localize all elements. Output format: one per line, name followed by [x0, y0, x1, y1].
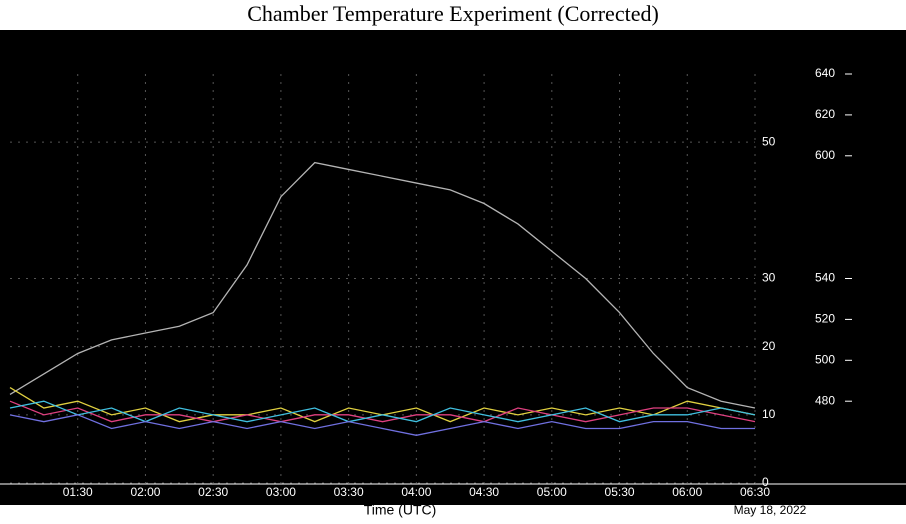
date-label: May 18, 2022: [734, 503, 807, 517]
chart-title: Chamber Temperature Experiment (Correcte…: [247, 1, 659, 26]
plot-background: [0, 30, 906, 505]
x-tick-label: 02:30: [198, 485, 228, 499]
x-tick-label: 06:30: [740, 485, 770, 499]
x-tick-label: 06:00: [672, 485, 702, 499]
y2-tick-label: 600: [815, 148, 835, 162]
x-tick-label: 04:00: [401, 485, 431, 499]
y-tick-label: 10: [762, 407, 776, 421]
x-tick-label: 03:00: [266, 485, 296, 499]
chart: Chamber Temperature Experiment (Correcte…: [0, 0, 906, 519]
y-tick-label: 30: [762, 271, 776, 285]
y2-tick-label: 520: [815, 312, 835, 326]
x-tick-label: 04:30: [469, 485, 499, 499]
y-tick-label: 50: [762, 134, 776, 148]
x-tick-label: 05:00: [537, 485, 567, 499]
x-tick-label: 01:30: [63, 485, 93, 499]
x-tick-label: 05:30: [605, 485, 635, 499]
y2-tick-label: 620: [815, 107, 835, 121]
x-tick-label: 02:00: [130, 485, 160, 499]
y2-tick-label: 540: [815, 271, 835, 285]
y2-tick-label: 500: [815, 352, 835, 366]
y2-tick-label: 480: [815, 393, 835, 407]
y-tick-label: 20: [762, 339, 776, 353]
x-tick-label: 03:30: [334, 485, 364, 499]
y2-tick-label: 640: [815, 66, 835, 80]
x-axis-title: Time (UTC): [364, 502, 437, 518]
